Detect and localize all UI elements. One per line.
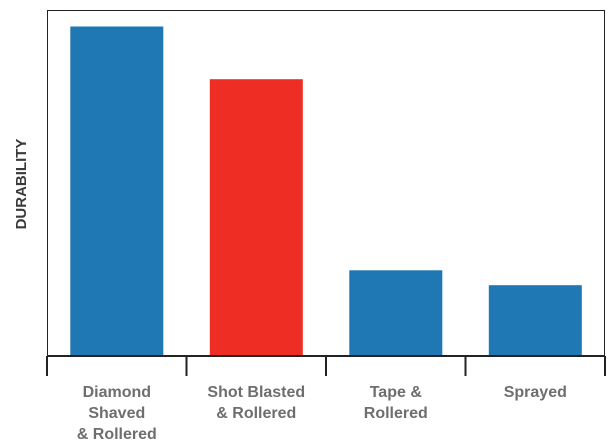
bar-1 [70,26,164,356]
x-tick-label-line: Diamond [83,384,151,401]
x-tick-label-line: & Rollered [77,426,157,443]
x-tick-label-line: Rollered [364,405,428,422]
x-tick-label-line: Shot Blasted [207,384,305,401]
x-tick-label-2: Shot Blasted & Rollered [207,384,305,422]
y-axis-label: DURABILITY [13,139,30,230]
x-tick-label-3: Tape & Rollered [364,384,428,422]
bar-4 [488,285,582,356]
x-tick-label-line: & Rollered [216,405,296,422]
x-axis-ticks [46,356,606,376]
x-axis-tick-labels: Diamond Shaved & Rollered Shot Blasted & Rol… [77,384,567,443]
bar-2 [209,79,303,356]
x-tick-label-4: Sprayed [504,384,567,401]
x-tick-label-line: Tape & [370,384,423,401]
bar-3 [349,270,443,356]
x-tick-label-1: Diamond Shaved & Rollered [77,384,157,443]
x-tick-label-line: Sprayed [504,384,567,401]
bars-group [70,26,582,356]
x-tick-label-line: Shaved [88,405,145,422]
